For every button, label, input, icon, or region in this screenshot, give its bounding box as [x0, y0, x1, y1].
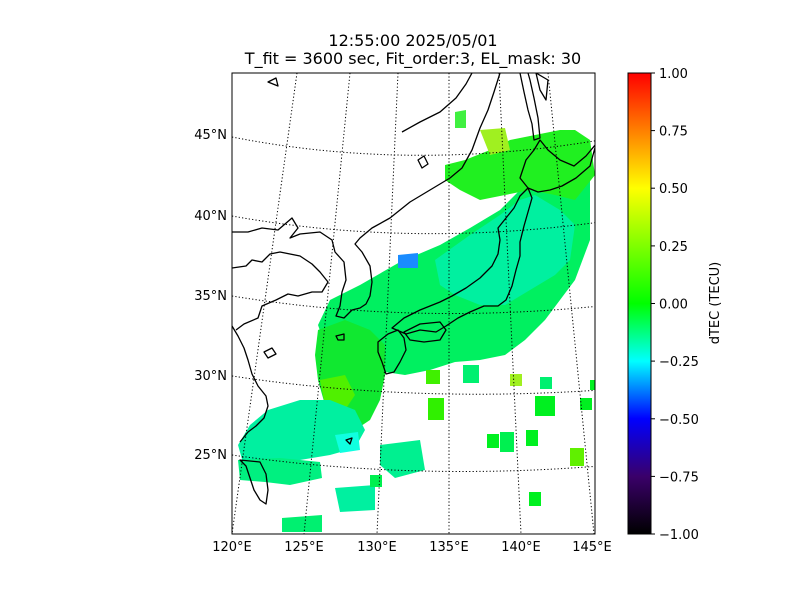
lat-label-35: 35°N	[194, 289, 227, 304]
dtec-patch-sakhalin	[455, 110, 466, 128]
map-axes-frame	[231, 72, 596, 535]
dtec-patch-sq14	[590, 380, 595, 390]
coast-korea-russia	[232, 73, 501, 319]
dtec-patch-sq2	[428, 398, 444, 420]
coast-ryukyu	[345, 437, 353, 445]
coast-island-2	[267, 77, 279, 87]
dtec-patch-hokkaido	[445, 130, 595, 200]
coast-taiwan	[239, 459, 269, 505]
coast-shikoku	[403, 321, 447, 343]
graticule	[232, 73, 595, 534]
coast-bohai-shandong	[232, 251, 329, 331]
lon-label-140: 140°E	[501, 540, 541, 555]
dtec-patch-kanto-tohoku	[435, 195, 575, 305]
coast-kyushu	[377, 329, 407, 375]
cb-tick-3: 0.50	[659, 182, 688, 197]
cb-tick-7: −0.50	[659, 413, 699, 428]
parallel-25	[232, 454, 595, 472]
dtec-data-layer	[238, 110, 595, 532]
dtec-patch-sq4	[510, 374, 522, 386]
figure-title-params: T_fit = 3600 sec, Fit_order:3, EL_mask: …	[244, 49, 582, 68]
colorbar-label: dTEC (TECU)	[708, 262, 723, 345]
longitude-labels: 120°E 125°E 130°E 135°E 140°E 145°E	[212, 540, 612, 555]
dtec-patch-sq9	[500, 432, 514, 452]
coast-island-3	[263, 347, 277, 359]
coastlines	[232, 73, 595, 505]
meridian-120	[232, 73, 298, 534]
dtec-patch-south	[282, 515, 322, 532]
figure-title-time: 12:55:00 2025/05/01	[328, 31, 498, 50]
dtec-patch-cyan-spot	[335, 432, 360, 453]
meridian-130	[376, 73, 399, 534]
dtec-patch-blue	[398, 253, 418, 268]
coast-sakhalin	[519, 73, 541, 141]
lat-label-25: 25°N	[194, 448, 227, 463]
colorbar-tick-labels: 1.00 0.75 0.50 0.25 0.00 −0.25 −0.50 −0.…	[659, 67, 699, 543]
dtec-patch-sq5	[540, 377, 552, 389]
lat-label-40: 40°N	[194, 209, 227, 224]
meridian-125	[303, 73, 351, 534]
parallel-45	[232, 136, 595, 156]
lon-label-120: 120°E	[212, 540, 252, 555]
dtec-patch-taiwan	[238, 458, 322, 485]
cb-tick-6: −0.25	[659, 355, 699, 370]
lon-label-145: 145°E	[572, 540, 612, 555]
dtec-patch-sq1	[426, 370, 440, 384]
meridian-140	[498, 73, 522, 534]
colorbar-tick-marks	[651, 72, 655, 535]
lon-label-135: 135°E	[429, 540, 469, 555]
coast-sakhalin-north	[535, 73, 549, 101]
coast-hokkaido	[519, 139, 595, 193]
dtec-patch-sq12	[529, 492, 541, 506]
coast-china-east	[232, 325, 269, 443]
dtec-patch-sq3	[463, 365, 479, 383]
dtec-patch-sq8	[487, 434, 499, 448]
cb-tick-5: 0.00	[659, 298, 688, 313]
lon-label-130: 130°E	[357, 540, 397, 555]
cb-tick-1: 1.00	[659, 67, 688, 82]
coast-jeju	[335, 333, 345, 341]
colorbar	[627, 72, 652, 535]
dtec-patch-taiwan-north	[238, 400, 365, 470]
dtec-patch-sq13	[370, 475, 382, 487]
dtec-patch-sq6	[535, 396, 555, 416]
lon-label-125: 125°E	[284, 540, 324, 555]
lat-label-30: 30°N	[194, 369, 227, 384]
coast-honshu	[391, 187, 533, 335]
parallel-40	[232, 215, 595, 235]
cb-tick-9: −1.00	[659, 528, 699, 543]
lat-label-45: 45°N	[194, 128, 227, 143]
dtec-patch-sq10	[526, 430, 538, 446]
latitude-labels: 45°N 40°N 35°N 30°N 25°N	[194, 128, 227, 463]
cb-tick-8: −0.75	[659, 470, 699, 485]
parallel-30	[232, 375, 595, 395]
dtec-patch-south-2	[335, 485, 375, 512]
dtec-patch-sq11	[570, 448, 584, 466]
coast-island-1	[417, 155, 429, 169]
parallel-35	[232, 295, 595, 315]
coast-primorye	[401, 73, 473, 133]
cb-tick-2: 0.75	[659, 125, 688, 140]
dtec-patch-south-3	[380, 440, 425, 478]
meridian-145	[547, 73, 595, 534]
cb-tick-4: 0.25	[659, 240, 688, 255]
dtec-patch-sq7	[580, 398, 592, 410]
